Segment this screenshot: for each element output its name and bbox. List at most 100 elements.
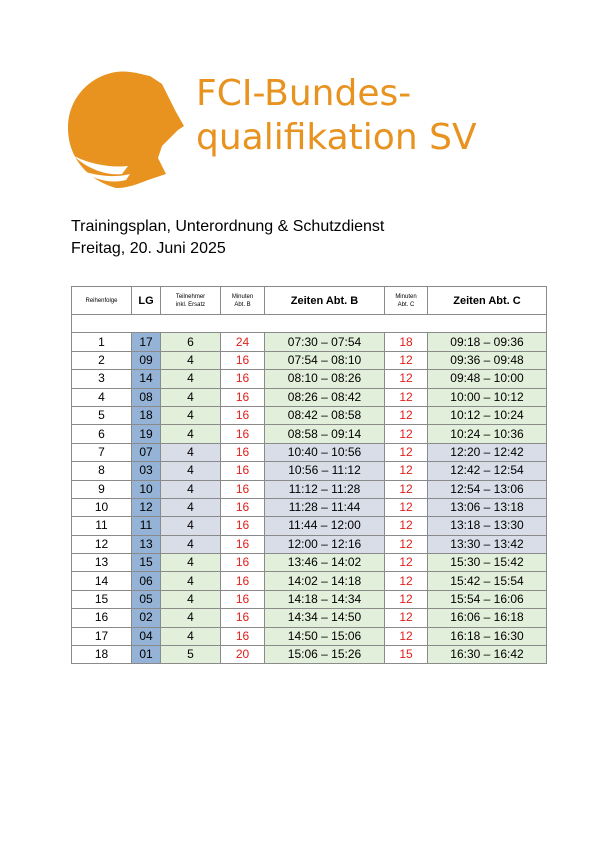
row-minuten-c: 12 (384, 461, 428, 481)
row-zeiten-b: 07:54 – 08:10 (264, 350, 385, 371)
row-zeiten-b: 14:50 – 15:06 (264, 626, 385, 647)
row-zeiten-c: 15:54 – 16:06 (427, 589, 547, 610)
row-minuten-c: 15 (384, 645, 428, 665)
header-spacer (71, 313, 547, 334)
row-teilnehmer: 4 (160, 387, 221, 407)
table-row: 14 06 4 16 14:02 – 14:18 12 15:42 – 15:54 (71, 571, 547, 591)
row-number: 3 (71, 369, 132, 389)
header-teilnehmer: Teilnehmer inkl. Ersatz (160, 286, 221, 315)
row-lg: 17 (131, 332, 161, 352)
table-row: 15 05 4 16 14:18 – 14:34 12 15:54 – 16:06 (71, 589, 547, 610)
row-teilnehmer: 4 (160, 497, 221, 518)
row-minuten-b: 16 (220, 461, 265, 481)
schedule-table: Reihenfolge LG Teilnehmer inkl. Ersatz Mi… (71, 286, 547, 665)
row-teilnehmer: 5 (160, 645, 221, 665)
row-minuten-b: 16 (220, 571, 265, 591)
document-title: Trainingsplan, Unterordnung & Schutzdien… (71, 216, 384, 260)
row-minuten-b: 16 (220, 553, 265, 573)
row-zeiten-b: 11:12 – 11:28 (264, 479, 385, 499)
row-minuten-b: 16 (220, 626, 265, 647)
table-row: 3 14 4 16 08:10 – 08:26 12 09:48 – 10:00 (71, 369, 547, 389)
table-row: 17 04 4 16 14:50 – 15:06 12 16:18 – 16:30 (71, 626, 547, 647)
table-row: 5 18 4 16 08:42 – 08:58 12 10:12 – 10:24 (71, 405, 547, 426)
row-teilnehmer: 4 (160, 589, 221, 610)
row-zeiten-b: 08:26 – 08:42 (264, 387, 385, 407)
title-line-1: Trainingsplan, Unterordnung & Schutzdien… (71, 218, 385, 235)
row-number: 5 (71, 405, 132, 426)
row-number: 1 (71, 332, 132, 352)
title-line-2: Freitag, 20. Juni 2025 (71, 240, 226, 257)
row-minuten-c: 12 (384, 369, 428, 389)
row-number: 7 (71, 442, 132, 463)
row-number: 14 (71, 571, 132, 591)
row-zeiten-c: 09:48 – 10:00 (427, 369, 547, 389)
row-teilnehmer: 4 (160, 534, 221, 555)
row-zeiten-b: 13:46 – 14:02 (264, 553, 385, 573)
row-teilnehmer: 4 (160, 516, 221, 536)
table-row: 7 07 4 16 10:40 – 10:56 12 12:20 – 12:42 (71, 442, 547, 463)
row-minuten-c: 12 (384, 350, 428, 371)
row-zeiten-c: 09:36 – 09:48 (427, 350, 547, 371)
header-zeiten-c: Zeiten Abt. C (427, 286, 547, 315)
brand-line-1: FCI-Bundes- (196, 73, 412, 114)
row-zeiten-c: 13:30 – 13:42 (427, 534, 547, 555)
row-zeiten-b: 07:30 – 07:54 (264, 332, 385, 352)
row-lg: 01 (131, 645, 161, 665)
row-lg: 04 (131, 626, 161, 647)
row-lg: 10 (131, 479, 161, 499)
row-minuten-c: 12 (384, 589, 428, 610)
table-header-row: Reihenfolge LG Teilnehmer inkl. Ersatz Mi… (71, 286, 547, 315)
row-lg: 06 (131, 571, 161, 591)
row-teilnehmer: 4 (160, 442, 221, 463)
dog-head-logo (68, 71, 184, 188)
table-row: 11 11 4 16 11:44 – 12:00 12 13:18 – 13:30 (71, 516, 547, 536)
row-lg: 18 (131, 405, 161, 426)
header-reihenfolge: Reihenfolge (71, 286, 132, 315)
row-minuten-c: 12 (384, 516, 428, 536)
row-lg: 11 (131, 516, 161, 536)
table-row: 9 10 4 16 11:12 – 11:28 12 12:54 – 13:06 (71, 479, 547, 499)
row-minuten-c: 12 (384, 497, 428, 518)
table-row: 2 09 4 16 07:54 – 08:10 12 09:36 – 09:48 (71, 350, 547, 371)
row-zeiten-c: 10:00 – 10:12 (427, 387, 547, 407)
row-minuten-c: 12 (384, 608, 428, 628)
row-lg: 12 (131, 497, 161, 518)
row-lg: 09 (131, 350, 161, 371)
row-number: 8 (71, 461, 132, 481)
row-lg: 07 (131, 442, 161, 463)
row-minuten-b: 16 (220, 497, 265, 518)
row-zeiten-c: 16:06 – 16:18 (427, 608, 547, 628)
row-zeiten-c: 13:18 – 13:30 (427, 516, 547, 536)
table-row: 12 13 4 16 12:00 – 12:16 12 13:30 – 13:42 (71, 534, 547, 555)
row-minuten-b: 16 (220, 442, 265, 463)
row-zeiten-b: 10:40 – 10:56 (264, 442, 385, 463)
row-minuten-c: 12 (384, 571, 428, 591)
table-row: 16 02 4 16 14:34 – 14:50 12 16:06 – 16:18 (71, 608, 547, 628)
row-lg: 19 (131, 424, 161, 444)
row-teilnehmer: 4 (160, 424, 221, 444)
row-teilnehmer: 4 (160, 405, 221, 426)
schedule-rows: 1 17 6 24 07:30 – 07:54 18 09:18 – 09:36 2 09 4 16… (71, 332, 547, 665)
row-teilnehmer: 4 (160, 461, 221, 481)
table-row: 6 19 4 16 08:58 – 09:14 12 10:24 – 10:36 (71, 424, 547, 444)
row-zeiten-b: 14:02 – 14:18 (264, 571, 385, 591)
row-minuten-b: 16 (220, 350, 265, 371)
row-number: 2 (71, 350, 132, 371)
row-number: 4 (71, 387, 132, 407)
row-minuten-b: 16 (220, 479, 265, 499)
row-minuten-c: 12 (384, 479, 428, 499)
row-zeiten-b: 12:00 – 12:16 (264, 534, 385, 555)
row-minuten-c: 12 (384, 442, 428, 463)
brand-line-2: qualifikation SV (196, 117, 477, 158)
row-minuten-c: 12 (384, 626, 428, 647)
row-minuten-c: 18 (384, 332, 428, 352)
row-teilnehmer: 4 (160, 553, 221, 573)
row-minuten-b: 16 (220, 516, 265, 536)
row-zeiten-b: 10:56 – 11:12 (264, 461, 385, 481)
row-teilnehmer: 4 (160, 479, 221, 499)
row-minuten-c: 12 (384, 405, 428, 426)
row-zeiten-c: 09:18 – 09:36 (427, 332, 547, 352)
row-teilnehmer: 4 (160, 626, 221, 647)
row-minuten-b: 16 (220, 589, 265, 610)
row-zeiten-c: 12:20 – 12:42 (427, 442, 547, 463)
